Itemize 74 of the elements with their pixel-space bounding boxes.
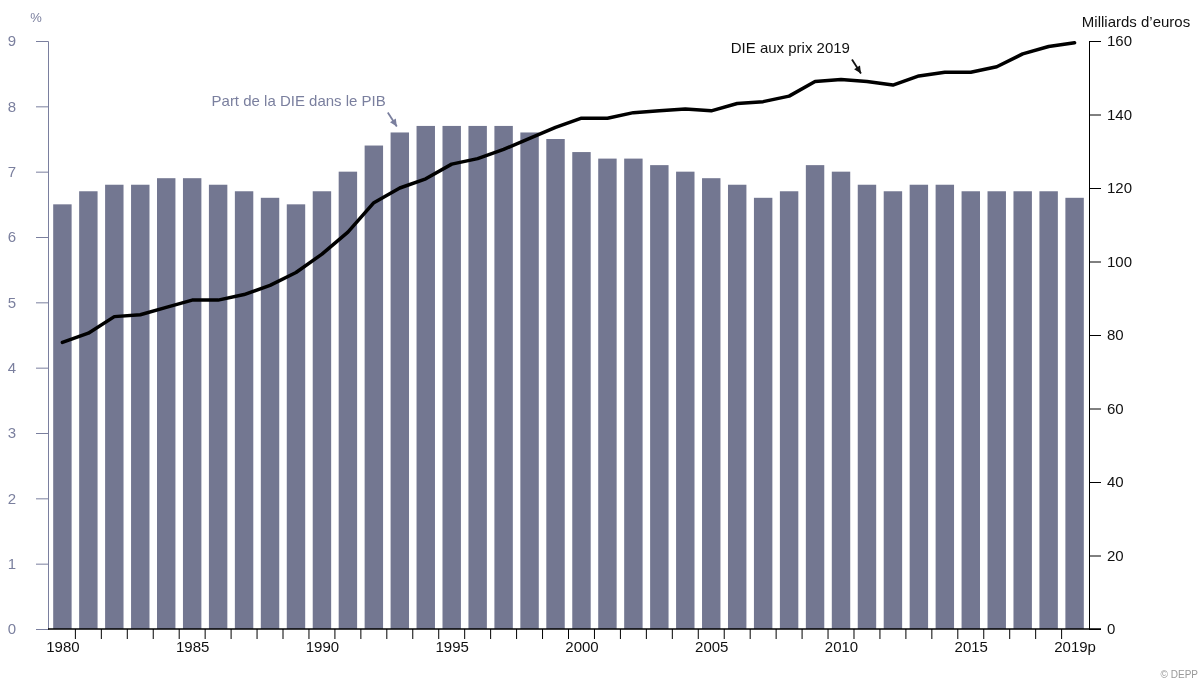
x-tick-label: 1990	[305, 637, 340, 655]
bar	[598, 158, 617, 629]
bar	[260, 197, 280, 629]
bar	[390, 132, 410, 629]
bar	[909, 184, 929, 629]
y-tick-label: 9	[7, 32, 16, 50]
bar	[546, 139, 565, 629]
x-tick-label: 2019p	[1054, 637, 1096, 655]
bar	[416, 125, 435, 629]
bar	[520, 132, 539, 629]
bar	[805, 165, 825, 629]
bar	[131, 184, 150, 629]
series-label: DIE aux prix 2019	[730, 39, 850, 57]
y-tick-label: 0	[7, 620, 16, 638]
bar	[234, 191, 254, 629]
y-tick-label: 8	[7, 97, 16, 115]
y2-tick-label: 160	[1107, 32, 1133, 50]
y-tick-label: 1	[7, 554, 16, 572]
bar	[831, 171, 851, 629]
y2-tick-label: 140	[1107, 105, 1133, 123]
y-tick-label: 3	[7, 424, 16, 442]
x-tick-label: 1980	[46, 637, 80, 655]
text: © DEPP	[1160, 669, 1199, 680]
x-tick-label: 2010	[824, 637, 859, 655]
bar	[105, 184, 124, 629]
y-tick-label: 7	[7, 162, 16, 180]
bar	[312, 191, 332, 629]
x-tick-label: 2000	[565, 637, 599, 655]
bar	[961, 191, 980, 629]
y-axis-title: %	[30, 10, 43, 25]
x-tick-label: 2015	[954, 637, 988, 655]
bar	[753, 197, 773, 629]
y2-tick-label: 100	[1107, 252, 1133, 270]
bar	[1013, 191, 1032, 629]
y2-tick-label: 120	[1107, 179, 1133, 197]
bar	[364, 145, 384, 629]
bar	[79, 191, 98, 629]
bar	[702, 178, 721, 629]
series-label: Part de la DIE dans le PIB	[211, 92, 386, 110]
y-tick-label: 4	[7, 358, 16, 376]
y2-axis-title: Milliards d’euros	[1081, 13, 1191, 30]
bar	[468, 125, 487, 629]
bar	[157, 178, 176, 629]
bar	[650, 165, 669, 629]
x-tick-label: 1985	[175, 637, 210, 655]
x-tick-label: 2005	[695, 637, 729, 655]
bar	[935, 184, 955, 629]
y2-tick-label: 20	[1107, 546, 1124, 564]
bar	[442, 125, 461, 629]
y2-tick-label: 60	[1107, 399, 1124, 417]
bar	[182, 178, 202, 629]
bar	[676, 171, 695, 629]
y-tick-label: 6	[7, 228, 16, 246]
bar	[1039, 191, 1058, 629]
bar	[53, 204, 72, 629]
y2-tick-label: 80	[1107, 326, 1124, 344]
bar	[779, 191, 799, 629]
bar	[494, 125, 513, 629]
x-tick-label: 1995	[435, 637, 469, 655]
bar	[727, 184, 747, 629]
bar	[1065, 197, 1084, 629]
y2-tick-label: 0	[1107, 620, 1116, 638]
bar	[857, 184, 877, 629]
y-tick-label: 5	[7, 293, 16, 311]
bar	[338, 171, 358, 629]
y2-tick-label: 40	[1107, 473, 1124, 491]
y-tick-label: 2	[7, 489, 16, 507]
bar	[208, 184, 228, 629]
bar	[286, 204, 306, 629]
bar	[987, 191, 1006, 629]
bar	[572, 152, 591, 629]
line-series	[60, 41, 1077, 345]
bar	[624, 158, 643, 629]
bar	[883, 191, 903, 629]
